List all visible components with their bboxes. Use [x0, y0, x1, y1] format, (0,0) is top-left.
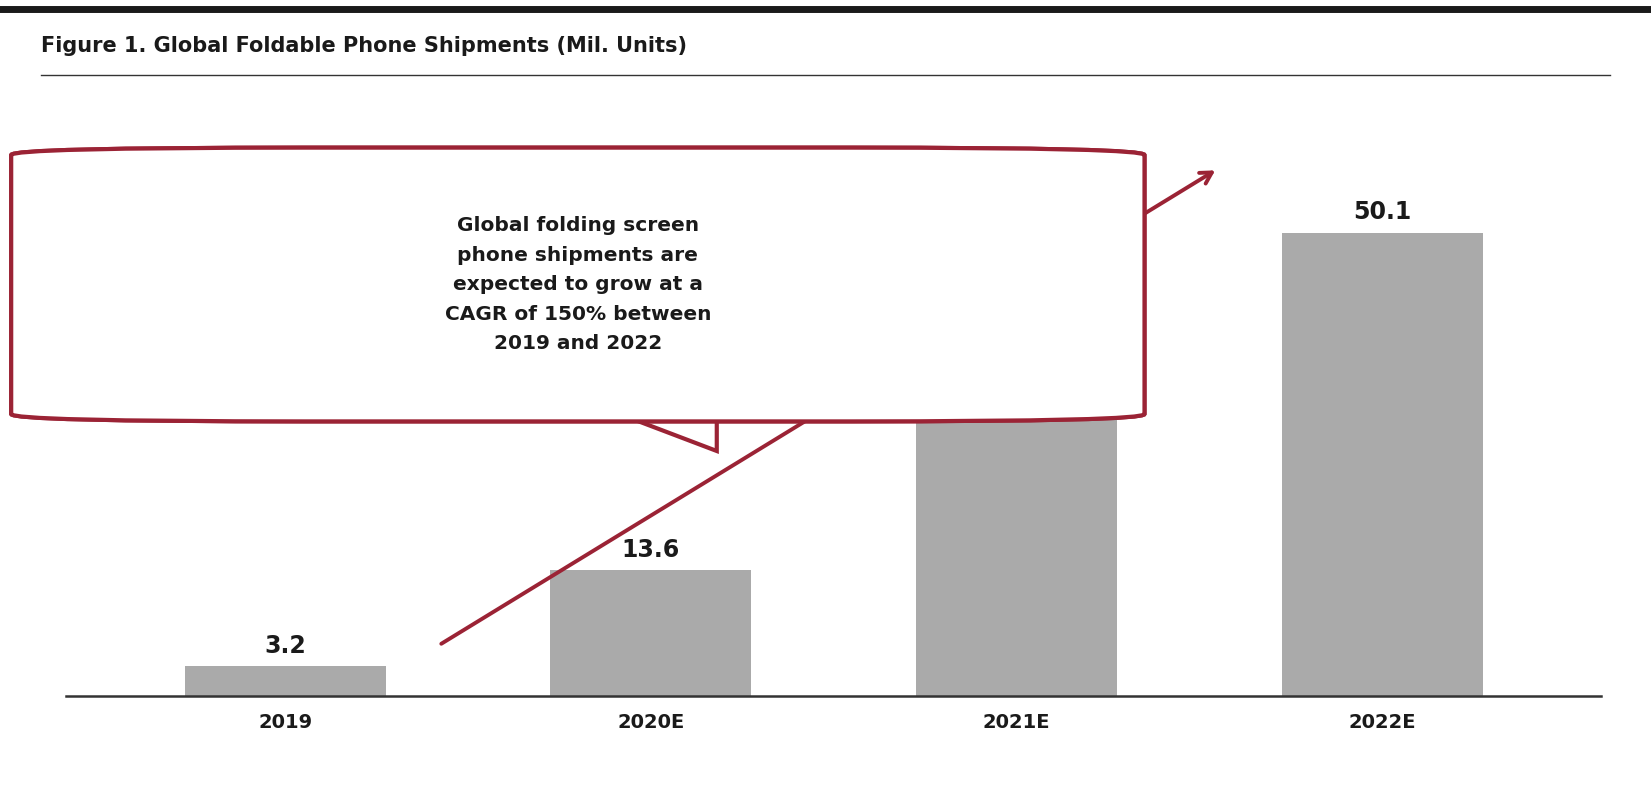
Bar: [916, 415, 1118, 696]
Bar: [550, 570, 751, 696]
FancyBboxPatch shape: [12, 148, 1144, 422]
Bar: [185, 667, 386, 696]
Text: 13.6: 13.6: [622, 538, 680, 562]
Polygon shape: [608, 410, 717, 451]
Text: 3.2: 3.2: [264, 634, 307, 658]
Text: 30.4: 30.4: [987, 383, 1045, 407]
Text: Global folding screen
phone shipments are
expected to grow at a
CAGR of 150% bet: Global folding screen phone shipments ar…: [444, 216, 712, 353]
FancyBboxPatch shape: [12, 148, 1144, 422]
Text: 50.1: 50.1: [1354, 200, 1412, 225]
Bar: [1281, 233, 1483, 696]
Text: Figure 1. Global Foldable Phone Shipments (Mil. Units): Figure 1. Global Foldable Phone Shipment…: [41, 36, 687, 55]
